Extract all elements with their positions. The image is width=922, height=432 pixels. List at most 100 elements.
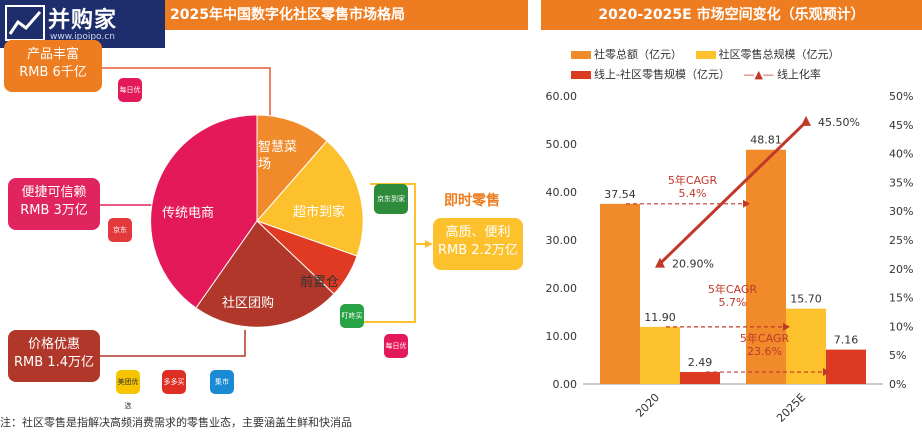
y-right-tick-label: 40% — [889, 148, 913, 161]
bar-value-label: 48.81 — [750, 134, 782, 147]
legend-label-community: 社区零售总规模（亿元） — [718, 48, 840, 61]
bar-1-2020 — [600, 203, 640, 384]
box-convenient-line2: RMB 3万亿 — [20, 203, 88, 218]
cagr-label-line2: 5.7% — [719, 296, 747, 309]
pie-slices — [150, 114, 364, 328]
legend-item-online: 线上-社区零售规模（亿元） — [571, 66, 730, 82]
rate-point — [655, 257, 665, 268]
pie-slice-ecommerce — [150, 114, 258, 309]
box-rich-line2: RMB 6千亿 — [19, 65, 87, 80]
footnote: 注：社区零售是指解决高频消费需求的零售业态，主要涵盖生鲜和快消品 — [0, 416, 352, 429]
y-left-tick-label: 40.00 — [546, 186, 578, 199]
connector-price — [100, 330, 246, 357]
jd-logo-icon: 京东 — [108, 218, 132, 242]
box-instant: 高质、便利 RMB 2.2万亿 — [433, 218, 523, 270]
y-right-tick-label: 15% — [889, 292, 913, 305]
pie-slice-supermarket — [256, 140, 364, 257]
connector-rich — [102, 67, 271, 118]
box-rich-products: 产品丰富 RMB 6千亿 — [4, 40, 102, 92]
x-tick-label: 2025E — [774, 391, 808, 425]
box-price-line1: 价格优惠 — [27, 337, 80, 352]
y-right-tick-label: 45% — [889, 119, 913, 132]
bar-value-label: 15.70 — [790, 293, 822, 306]
pie-slice-community-group — [195, 220, 335, 328]
legend-label-rate: 线上化率 — [776, 68, 821, 81]
box-instant-line2: RMB 2.2万亿 — [438, 243, 518, 258]
bar-value-label: 37.54 — [604, 188, 636, 201]
cagr-label-line1: 5年CAGR — [708, 282, 758, 296]
rate-value-label: 45.50% — [818, 116, 860, 129]
bar-1-2025E — [746, 149, 786, 384]
rate-line — [658, 120, 808, 265]
bar-value-label: 2.49 — [688, 356, 713, 369]
jishi-logo-icon: 集市 — [210, 370, 234, 394]
missfresh-logo-2-icon: 每日优鲜 — [384, 334, 408, 374]
cagr-label-line2: 5.4% — [679, 187, 707, 200]
y-left-tick-label: 0.00 — [553, 378, 578, 391]
duoduo-logo-icon: 多多买菜 — [162, 370, 186, 410]
box-convenient: 便捷可信赖 RMB 3万亿 — [8, 178, 100, 230]
cagr-arrow-head — [783, 322, 790, 331]
bar-3-2025E — [826, 349, 866, 384]
rate-value-label: 20.90% — [672, 258, 714, 271]
y-right-tick-label: 5% — [889, 349, 906, 362]
pie-slice-smart-market — [256, 114, 328, 223]
legend-swatch-online — [571, 71, 591, 79]
cagr-arrow-head — [743, 199, 750, 208]
instant-arrow — [425, 240, 433, 248]
meituan-logo-icon: 美团优选 — [116, 370, 140, 410]
legend-item-rate: —▲— 线上化率 — [743, 66, 820, 82]
chart-legend: 社零总额（亿元） 社区零售总规模（亿元） 线上-社区零售规模（亿元） —▲— 线上… — [571, 46, 921, 86]
logo-name: 并购家 — [48, 8, 118, 33]
y-right-tick-label: 35% — [889, 176, 913, 189]
bar-3-2020 — [680, 372, 720, 384]
logo-url: www.ipoipo.cn — [50, 32, 115, 42]
rate-point — [801, 115, 811, 126]
box-convenient-line1: 便捷可信赖 — [21, 185, 87, 200]
bar-2-2020 — [640, 326, 680, 384]
bar-value-label: 7.16 — [834, 334, 859, 347]
dingdong-logo-icon: 叮咚买菜 — [340, 304, 364, 344]
pie-label-front-warehouse: 前置仓 — [300, 275, 340, 290]
pie-label-smart-market-2: 场 — [258, 157, 272, 172]
bar-2-2025E — [786, 308, 826, 384]
pie-label-community-group: 社区团购 — [222, 296, 275, 311]
y-right-tick-label: 30% — [889, 205, 913, 218]
box-instant-line1: 高质、便利 — [445, 225, 511, 240]
y-left-tick-label: 50.00 — [546, 138, 578, 151]
y-right-tick-label: 20% — [889, 263, 913, 276]
y-right-tick-label: 0% — [889, 378, 906, 391]
pie-label-ecommerce: 传统电商 — [162, 206, 215, 221]
cagr-label-line1: 5年CAGR — [740, 331, 790, 345]
y-left-tick-label: 20.00 — [546, 282, 578, 295]
legend-label-total: 社零总额（亿元） — [594, 48, 682, 61]
y-left-tick-label: 30.00 — [546, 234, 578, 247]
box-rich-line1: 产品丰富 — [26, 47, 79, 62]
y-left-tick-label: 60.00 — [546, 90, 578, 103]
cagr-label-line2: 23.6% — [747, 345, 782, 358]
legend-label-online: 线上-社区零售规模（亿元） — [594, 68, 730, 81]
y-left-tick-label: 10.00 — [546, 330, 578, 343]
y-right-tick-label: 10% — [889, 320, 913, 333]
x-tick-label: 2020 — [633, 391, 662, 420]
missfresh-logo-icon: 每日优鲜 — [118, 78, 142, 118]
bar-value-label: 11.90 — [644, 311, 676, 324]
legend-swatch-total — [571, 51, 591, 59]
box-price-line2: RMB 1.4万亿 — [14, 355, 94, 370]
instant-retail-title: 即时零售 — [444, 193, 500, 209]
cagr-arrow-head — [823, 368, 830, 377]
market-pie-diagram — [92, 64, 433, 360]
legend-swatch-community — [695, 51, 716, 59]
legend-item-community: 社区零售总规模（亿元） — [695, 46, 840, 62]
y-right-tick-label: 50% — [889, 90, 913, 103]
jd-daojia-logo-icon: 京东到家 — [374, 184, 408, 214]
box-price: 价格优惠 RMB 1.4万亿 — [8, 330, 100, 382]
pie-label-smart-market-1: 智慧菜 — [258, 140, 298, 155]
y-right-tick-label: 25% — [889, 234, 913, 247]
legend-item-total: 社零总额（亿元） — [571, 46, 682, 62]
chart-title: 2020-2025E 市场空间变化（乐观预计） — [541, 0, 922, 30]
cagr-label-line1: 5年CAGR — [668, 173, 718, 187]
pie-label-supermarket: 超市到家 — [293, 205, 346, 220]
legend-rate-marker-icon: —▲— — [743, 68, 774, 81]
